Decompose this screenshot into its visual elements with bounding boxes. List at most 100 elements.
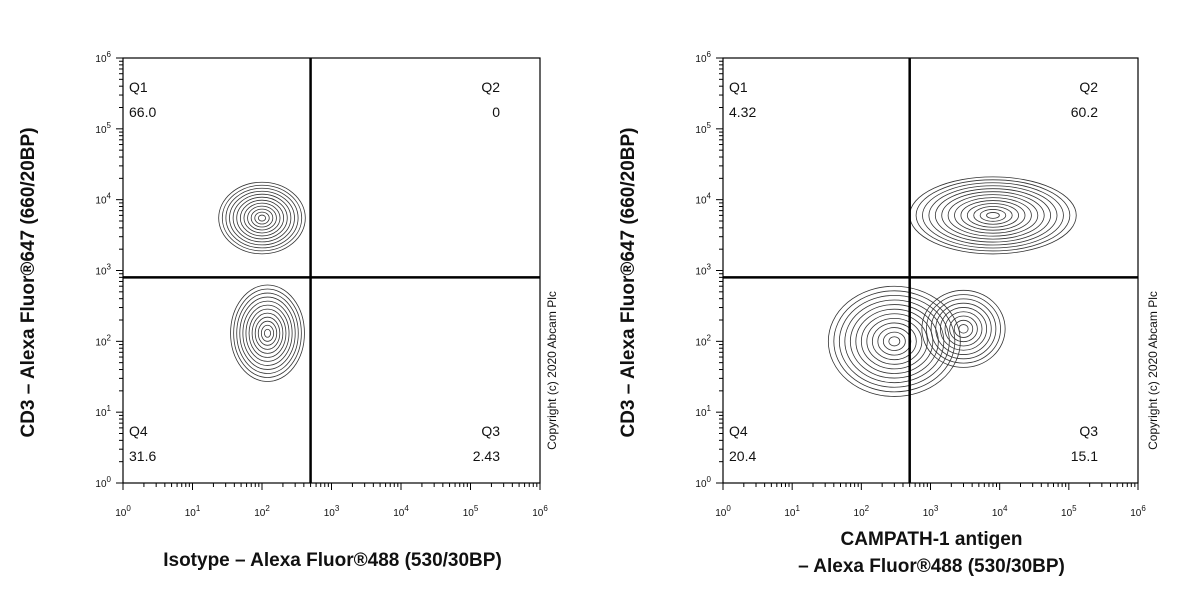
x-tick-base: 10	[185, 508, 197, 519]
y-tick-base: 10	[695, 125, 707, 136]
y-tick-label: 102	[95, 333, 111, 348]
copyright-text: Copyright (c) 2020 Abcam Plc	[545, 291, 559, 450]
quadrant-name: Q3	[481, 423, 500, 439]
contour-line-pop1	[218, 181, 306, 255]
x-tick-base: 10	[992, 508, 1004, 519]
contour-line-pop1	[954, 197, 1032, 234]
quadrant-percent: 60.2	[1071, 104, 1098, 120]
y-tick-exponent: 2	[707, 333, 712, 342]
y-tick-exponent: 4	[107, 192, 112, 201]
y-tick-label: 101	[95, 404, 111, 419]
contour-line-pop1	[236, 196, 288, 240]
quadrant-percent: 31.6	[129, 448, 156, 464]
contour-line-pop3	[944, 311, 983, 347]
x-tick-label: 102	[254, 504, 270, 519]
contour-group	[827, 176, 1077, 397]
x-tick-exponent: 0	[126, 504, 131, 513]
y-tick-label: 106	[695, 50, 711, 65]
x-tick-label: 105	[1061, 504, 1077, 519]
x-tick-exponent: 1	[796, 504, 801, 513]
y-tick-label: 102	[695, 333, 711, 348]
x-tick-base: 10	[324, 508, 336, 519]
contour-line-pop2	[239, 296, 296, 370]
x-tick-label: 104	[393, 504, 409, 519]
x-tick-exponent: 3	[335, 504, 340, 513]
contour-line-pop2	[871, 322, 917, 361]
y-tick-exponent: 5	[107, 121, 112, 130]
contour-line-pop3	[958, 324, 969, 334]
contour-line-pop2	[844, 299, 945, 384]
y-tick-base: 10	[95, 337, 107, 348]
x-tick-label: 101	[185, 504, 201, 519]
contour-line-pop2	[248, 308, 287, 358]
plot-area	[122, 57, 541, 484]
y-tick-label: 105	[95, 121, 111, 136]
y-tick-label: 105	[695, 121, 711, 136]
chart-panel-1: 100 101 102 103 104 105 1061001011021031041051…	[18, 50, 559, 571]
x-tick-base: 10	[393, 508, 405, 519]
contour-line-pop2	[860, 313, 928, 370]
y-tick-base: 10	[695, 54, 707, 65]
x-tick-exponent: 1	[196, 504, 201, 513]
contour-line-pop2	[855, 308, 934, 374]
contour-line-pop1	[225, 187, 299, 249]
x-tick-exponent: 5	[1072, 504, 1077, 513]
quadrant-name: Q4	[729, 423, 748, 439]
plot-area	[722, 57, 1139, 484]
contour-line-pop1	[232, 193, 292, 243]
contour-line-pop2	[233, 288, 302, 378]
x-tick-base: 10	[715, 508, 727, 519]
y-tick-base: 10	[95, 196, 107, 207]
y-tick-label: 104	[95, 192, 111, 207]
x-tick-exponent: 0	[726, 504, 731, 513]
contour-line-pop1	[915, 179, 1071, 252]
x-tick-base: 10	[1130, 508, 1142, 519]
y-axis-title: CD3 – Alexa Fluor®647 (660/20BP)	[618, 127, 639, 437]
y-tick-exponent: 2	[107, 333, 112, 342]
x-tick-exponent: 3	[934, 504, 939, 513]
contour-line-pop1	[973, 206, 1013, 225]
x-tick-base: 10	[1061, 508, 1073, 519]
quadrant-name: Q2	[1079, 79, 1098, 95]
contour-line-pop3	[953, 319, 974, 338]
contour-line-pop1	[941, 191, 1045, 240]
x-tick-exponent: 6	[543, 504, 548, 513]
contour-line-pop3	[921, 289, 1006, 368]
quadrant-percent: 0	[492, 104, 500, 120]
contour-line-pop2	[254, 316, 281, 350]
quadrant-name: Q4	[129, 423, 148, 439]
x-tick-base: 10	[254, 508, 266, 519]
y-tick-label: 106	[95, 50, 111, 65]
x-tick-label: 104	[992, 504, 1008, 519]
x-tick-exponent: 5	[474, 504, 479, 513]
contour-line-pop1	[221, 184, 303, 252]
contour-line-pop2	[260, 324, 275, 342]
contour-line-pop1	[250, 208, 274, 228]
contour-line-pop1	[239, 199, 285, 237]
contour-line-pop1	[254, 211, 270, 225]
x-tick-label: 101	[784, 504, 800, 519]
y-tick-exponent: 6	[707, 50, 712, 59]
x-tick-base: 10	[923, 508, 935, 519]
contour-line-pop1	[947, 194, 1039, 237]
y-tick-base: 10	[695, 267, 707, 278]
quadrant-name: Q1	[129, 79, 148, 95]
y-tick-base: 10	[695, 196, 707, 207]
contour-line-pop2	[882, 331, 906, 351]
contour-line-pop2	[257, 320, 278, 346]
contour-line-pop3	[926, 294, 1001, 364]
y-tick-base: 10	[95, 479, 107, 490]
contour-line-pop1	[966, 203, 1019, 228]
y-tick-base: 10	[695, 408, 707, 419]
quadrant-percent: 66.0	[129, 104, 156, 120]
x-tick-base: 10	[784, 508, 796, 519]
y-tick-exponent: 3	[707, 263, 712, 272]
x-tick-label: 106	[1130, 504, 1146, 519]
x-tick-label: 100	[115, 504, 131, 519]
y-tick-base: 10	[695, 479, 707, 490]
y-tick-label: 100	[695, 475, 711, 490]
contour-line-pop2	[242, 300, 293, 366]
y-tick-exponent: 1	[707, 404, 712, 413]
y-tick-label: 103	[95, 263, 111, 278]
